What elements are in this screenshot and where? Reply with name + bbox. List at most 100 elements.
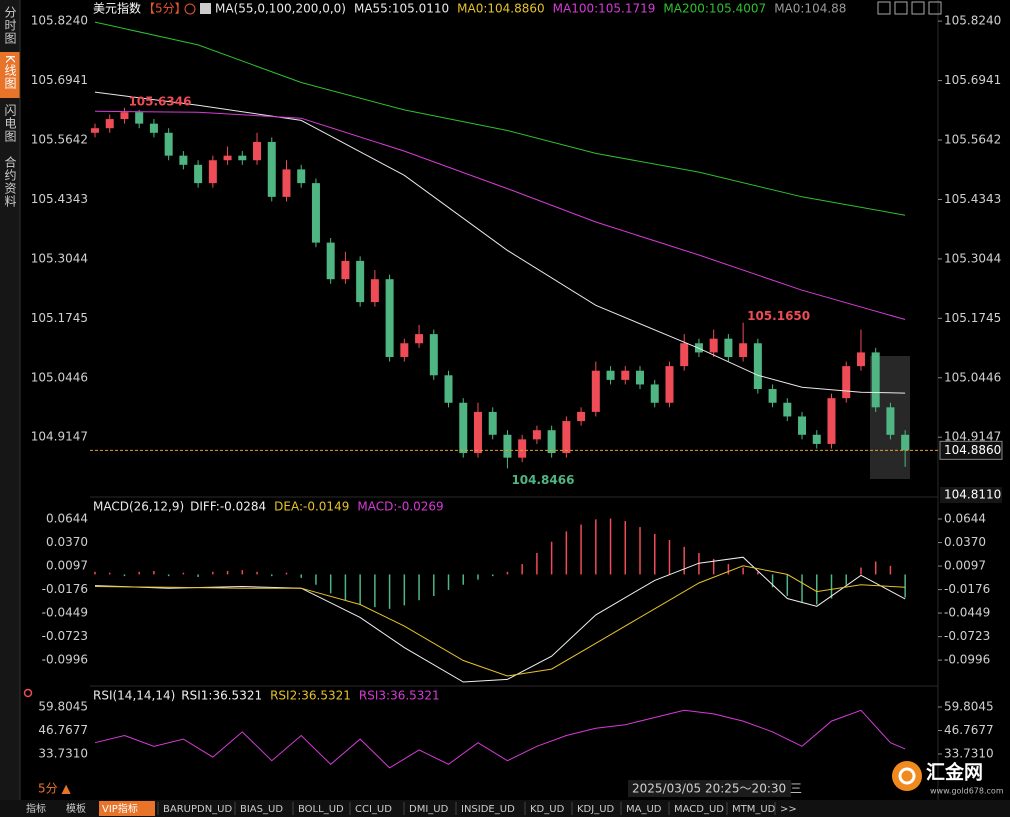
high-label: 105.1650 [747, 309, 810, 323]
footer-tab[interactable]: DMI_UD [409, 804, 449, 815]
y-tick-label: 0.0370 [46, 535, 88, 549]
sidebar [0, 0, 20, 800]
y-tick-label: 104.9147 [31, 430, 88, 444]
y-tick-label: 105.4343 [31, 192, 88, 206]
candle-body [135, 112, 144, 124]
legend-entry: MACD:-0.0269 [357, 500, 443, 514]
candle-body [194, 164, 203, 184]
candle-body [827, 398, 836, 444]
candle-body [842, 366, 851, 399]
candle-body [783, 402, 792, 417]
time-box [628, 780, 791, 797]
icon[interactable] [911, 1, 925, 15]
footer-tab[interactable]: KDJ_UD [577, 804, 615, 815]
logo-name: 汇金网 [926, 761, 983, 784]
indicator-line [94, 556, 906, 683]
legend-entry: DIFF:-0.0284 [190, 500, 266, 514]
time: 2025/03/05 20:25～20:30 三 [632, 782, 802, 796]
candle-body [459, 402, 468, 454]
candle-body [326, 242, 335, 280]
candle-body [400, 343, 409, 357]
candle-body [680, 343, 689, 367]
legend-entry: MA55:105.0110 [354, 2, 449, 16]
y-tick-label: -0.0449 [42, 606, 88, 620]
legend-entry: RSI2:36.5321 [270, 689, 351, 703]
footer-tab[interactable]: MTM_UD [732, 804, 776, 815]
candle-body [473, 411, 482, 454]
y-tick-label: 105.6941 [31, 73, 88, 87]
footer-tab[interactable]: BARUPDN_UD [163, 804, 232, 815]
icon[interactable] [877, 1, 891, 15]
logo-mark [898, 767, 916, 785]
candle-body [724, 338, 733, 357]
candle-body [621, 370, 630, 380]
legend-entry: RSI3:36.5321 [359, 689, 440, 703]
active-tab-bg [99, 801, 155, 816]
sidebar-tab[interactable]: 闪电图 [3, 104, 17, 143]
period-indicator: 5分 ▲ [38, 782, 71, 796]
footer-tab[interactable]: CCI_UD [355, 804, 392, 815]
icon[interactable] [200, 3, 211, 14]
y-tick-label: -0.0723 [944, 629, 990, 643]
footer-tab[interactable]: KD_UD [530, 804, 565, 815]
y-tick-label: 104.9147 [944, 430, 1001, 444]
candle-body [532, 430, 541, 440]
footer-tab[interactable]: BOLL_UD [298, 804, 344, 815]
sidebar-tab[interactable]: 分时图 [3, 6, 17, 45]
y-tick-label: 105.6941 [944, 73, 1001, 87]
indicator-line [94, 565, 906, 677]
y-tick-label: 105.5642 [31, 133, 88, 147]
y-tick-label: -0.0449 [944, 606, 990, 620]
candle-body [429, 334, 438, 376]
indicator-title: RSI(14,14,14) [93, 689, 175, 703]
y-tick-label: -0.0176 [42, 582, 88, 596]
toolbar-icons[interactable] [877, 1, 942, 15]
footer-tab[interactable]: VIP指标 [102, 802, 138, 815]
indicator-line [94, 709, 906, 769]
y-tick-label: 59.8045 [38, 700, 88, 714]
footer-bar [0, 800, 1010, 817]
sidebar-tab[interactable]: 合约资料 [3, 155, 17, 208]
y-tick-label: -0.0176 [944, 582, 990, 596]
footer-tab[interactable]: 指标 [26, 802, 46, 815]
y-tick-label: 0.0097 [944, 559, 986, 573]
candle-body [577, 411, 586, 422]
indicator-line [94, 21, 906, 216]
y-tick-label: 105.3044 [31, 251, 88, 265]
last-price-box [939, 440, 1003, 460]
footer-tab[interactable]: >> [780, 804, 797, 815]
y-tick-label: 0.0097 [46, 559, 88, 573]
icon[interactable] [928, 1, 942, 15]
footer-tab[interactable]: MACD_UD [674, 804, 724, 815]
candle-body [636, 370, 645, 385]
candle-body [901, 434, 910, 451]
high-label: 105.6346 [128, 94, 191, 108]
candle-body [105, 119, 114, 129]
candle-body [503, 434, 512, 458]
indicator-icon [23, 688, 33, 698]
candle-body [591, 370, 600, 412]
y-tick-label: 59.8045 [944, 700, 994, 714]
icon[interactable] [894, 1, 908, 15]
y-tick-label: 105.4343 [944, 192, 1001, 206]
candle-body [798, 416, 807, 435]
indicator-line [94, 110, 906, 320]
legend-entry: DEA:-0.0149 [274, 500, 349, 514]
icon[interactable] [184, 3, 196, 15]
indicator-line [94, 91, 906, 394]
footer-tab[interactable]: MA_UD [626, 804, 662, 815]
candle-body [606, 370, 615, 380]
candle-body [562, 421, 571, 454]
active-tab-bg [0, 52, 20, 98]
candle-body [267, 141, 276, 197]
sidebar-tab[interactable]: K线图 [3, 55, 17, 90]
footer-tab[interactable]: BIAS_UD [240, 804, 283, 815]
legend-entry: RSI1:36.5321 [181, 689, 262, 703]
candle-body [871, 352, 880, 408]
footer-tab[interactable]: INSIDE_UD [461, 804, 515, 815]
candle-body [886, 407, 895, 435]
candle-body [665, 366, 674, 403]
footer-tab[interactable]: 模板 [66, 802, 86, 815]
